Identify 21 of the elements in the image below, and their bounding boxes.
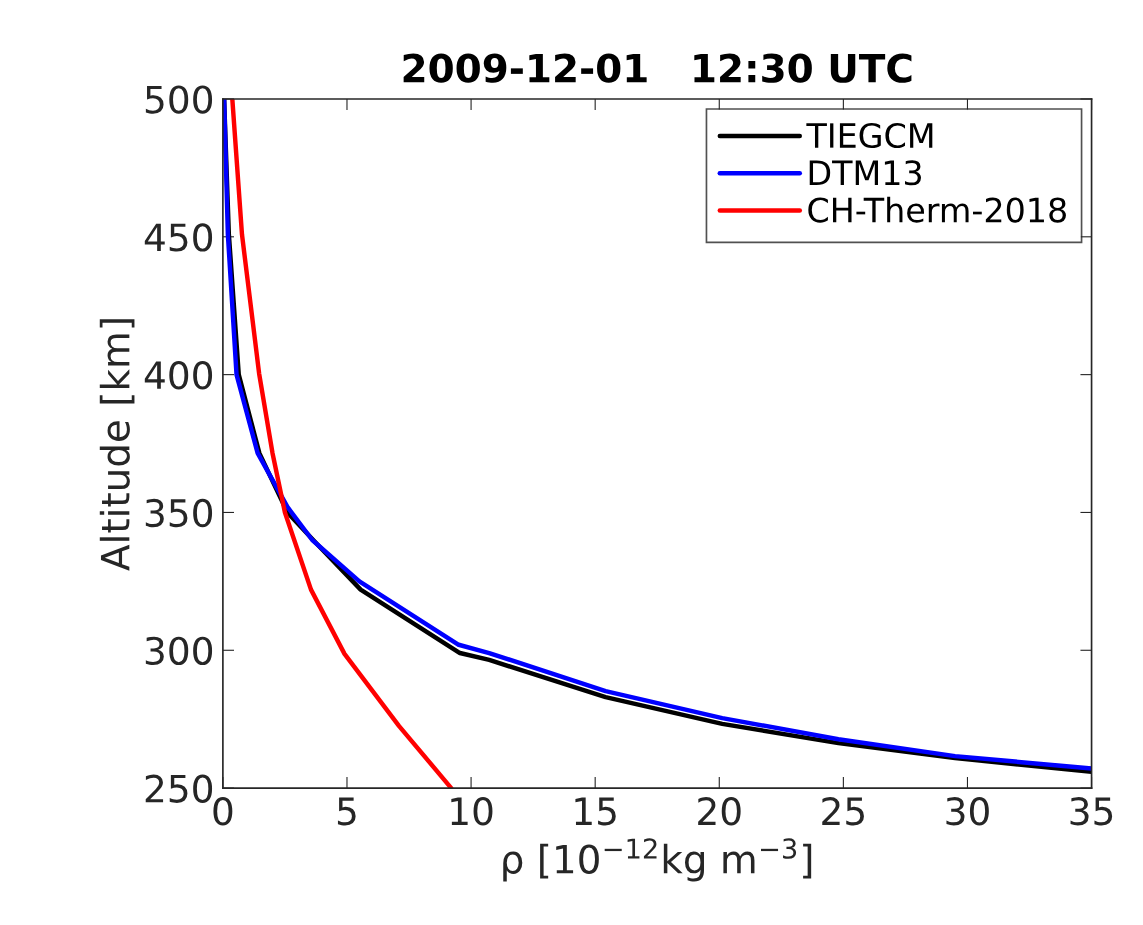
line-series	[230, 98, 454, 789]
y-tick-label: 500	[145, 85, 213, 114]
x-tick-label: 5	[337, 797, 356, 826]
x-tick-label: 10	[451, 797, 493, 826]
x-tick-label: 25	[822, 797, 864, 826]
x-tick-label: 35	[1070, 797, 1113, 826]
legend-label: CH-Therm-2018	[808, 196, 1066, 223]
y-tick-label: 250	[145, 774, 213, 803]
y-tick-label: 300	[145, 636, 213, 666]
y-tick-label: 350	[145, 498, 213, 528]
y-axis-title: Altitude [km]	[99, 319, 135, 571]
x-tick-label: 30	[946, 797, 989, 826]
legend-label: TIEGCM	[806, 122, 933, 149]
x-tick-label: 0	[213, 797, 233, 826]
chart-title: 2009-12-01 12:30 UTC	[403, 53, 912, 83]
y-tick-label: 400	[144, 361, 213, 390]
x-tick-label: 15	[575, 797, 616, 826]
y-tick-label: 450	[144, 223, 213, 252]
x-axis-title: ρ [10$^{−12}$kg m$^{−3}$]	[503, 838, 812, 882]
x-tick-label: 20	[698, 797, 741, 826]
legend-label: DTM13	[809, 160, 921, 186]
